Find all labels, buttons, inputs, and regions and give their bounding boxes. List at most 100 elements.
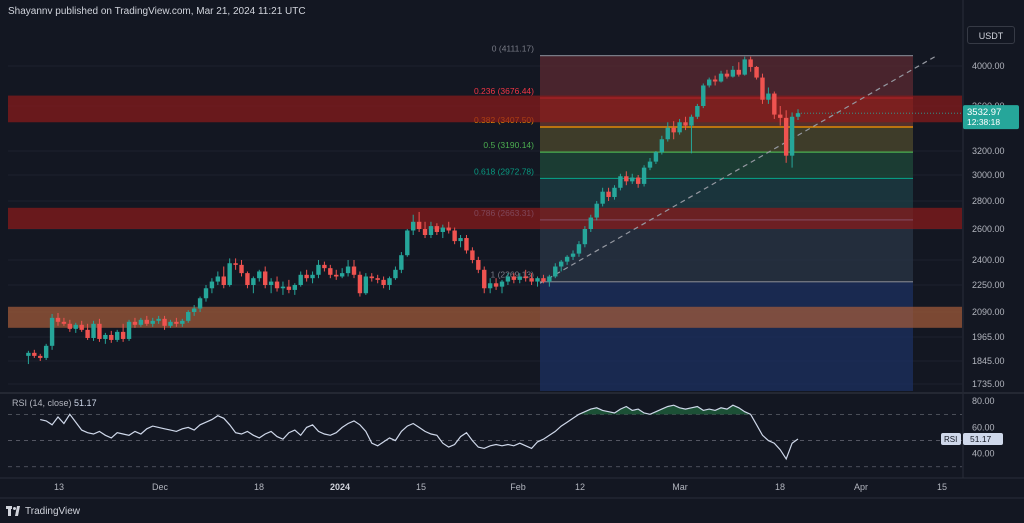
candle-body [588, 217, 593, 229]
candle [606, 187, 611, 201]
candle [582, 226, 588, 248]
current-price-label: 3532.97 [967, 107, 1001, 118]
candle-body [268, 281, 274, 285]
fib-band [540, 126, 913, 153]
candle-body [600, 191, 605, 204]
candle [180, 318, 185, 327]
candle [209, 278, 215, 294]
candle-body [393, 269, 398, 279]
candle-body [493, 283, 499, 287]
candle [712, 75, 718, 86]
rsi-title: RSI (14, close) 51.17 [12, 398, 97, 408]
rsi-title-prefix: RSI [12, 398, 30, 408]
candle-body [156, 318, 161, 321]
time-axis-tick-label: 13 [54, 482, 64, 492]
candle-body [328, 268, 333, 275]
candle [43, 343, 49, 360]
time-axis-tick-label: Feb [510, 482, 526, 492]
candle [174, 317, 179, 327]
candle [203, 285, 209, 302]
candle [588, 214, 593, 232]
candle-body [576, 244, 582, 254]
fib-level-label: 0 (4111.17) [492, 44, 534, 54]
candle-body [718, 73, 724, 82]
candle [298, 271, 303, 287]
candle [529, 273, 534, 285]
time-axis-tick-label: 2024 [330, 482, 350, 492]
candle-body [795, 113, 801, 117]
candle-body [215, 276, 221, 282]
candle-body [618, 176, 623, 188]
candle-body [310, 274, 315, 279]
candle [357, 271, 363, 297]
time-axis-tick-label: 15 [416, 482, 426, 492]
candle-body [97, 323, 102, 339]
candle [162, 315, 167, 330]
candle [197, 296, 203, 312]
candle-body [517, 276, 522, 280]
candle [103, 332, 108, 344]
candle [470, 247, 475, 264]
candle-body [61, 321, 67, 324]
candle-body [535, 278, 540, 282]
time-axis-tick-label: 12 [575, 482, 585, 492]
rsi-axis-tick-label: 60.00 [972, 422, 995, 432]
candle [482, 266, 487, 294]
candle-body [452, 230, 457, 242]
candle [624, 171, 629, 186]
candle [328, 264, 333, 279]
candle-body [476, 260, 481, 270]
candle [292, 283, 297, 295]
candle [783, 110, 789, 163]
candle-body [322, 264, 327, 269]
candle-body [464, 238, 469, 251]
candle-body [564, 256, 570, 262]
candle-body [736, 69, 741, 75]
candle [570, 250, 576, 260]
candle [517, 273, 522, 284]
candle [381, 276, 386, 289]
candle-body [630, 177, 635, 182]
candle [677, 118, 682, 135]
candle-body [280, 286, 286, 289]
candle-body [487, 283, 493, 289]
candle-body [221, 276, 226, 285]
fib-level-label: 0.618 (2972.78) [474, 166, 534, 176]
candle-body [428, 226, 434, 236]
candle-body [292, 285, 297, 290]
candle-body [375, 278, 380, 280]
trendline [539, 55, 937, 284]
candle-body [55, 317, 61, 322]
candle [641, 165, 647, 187]
candle-body [162, 318, 167, 326]
rsi-title-value: 51.17 [74, 398, 97, 408]
candle-body [482, 269, 487, 289]
candle [156, 315, 161, 324]
tradingview-logo[interactable]: TradingView [6, 504, 80, 518]
candle [718, 70, 724, 83]
candle [535, 276, 540, 287]
candle-body [594, 203, 599, 218]
tradingview-logo-text: TradingView [25, 505, 81, 517]
candle [132, 317, 138, 328]
candle [458, 235, 463, 248]
candle [369, 273, 374, 282]
candle [138, 317, 144, 327]
price-axis: 4000.003600.003200.003000.002800.002600.… [962, 0, 1005, 392]
candle [683, 116, 688, 131]
time-axis-tick-label: Dec [152, 482, 169, 492]
countdown-label: 12:38:18 [967, 117, 1000, 127]
candle [635, 175, 641, 188]
candle [126, 319, 132, 341]
rsi-value-label: 51.17 [970, 434, 992, 444]
candle [97, 318, 102, 342]
price-axis-tick-label: 1965.00 [972, 332, 1005, 342]
candle [215, 271, 221, 285]
candle [748, 56, 753, 72]
currency-button[interactable]: USDT [967, 26, 1015, 44]
candle [789, 112, 795, 168]
candle [227, 258, 232, 287]
candle-body [286, 286, 292, 290]
candle-body [559, 261, 564, 267]
candle-body [304, 274, 309, 279]
